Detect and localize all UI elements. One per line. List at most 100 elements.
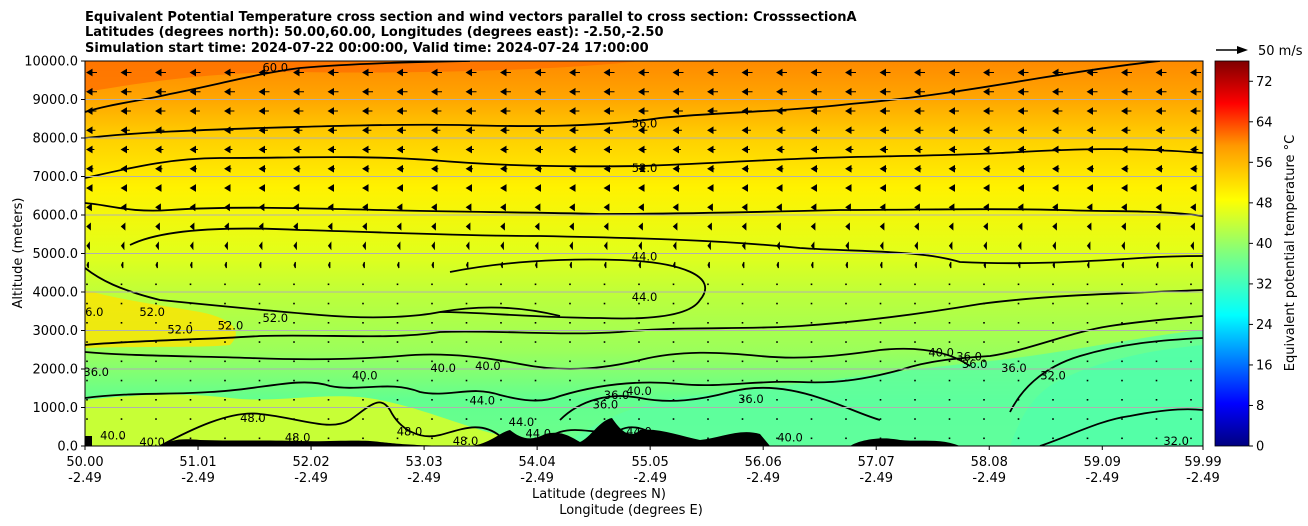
wind-vector	[155, 107, 166, 115]
colorbar-tick-label: 48	[1256, 196, 1273, 211]
wind-vector	[1017, 341, 1020, 343]
wind-vector	[810, 437, 813, 440]
y-tick-label: 6000.0	[33, 209, 79, 224]
wind-vector	[327, 241, 332, 251]
wind-vector	[810, 302, 813, 305]
wind-vector	[845, 68, 856, 77]
wind-vector	[465, 241, 470, 251]
wind-vector	[741, 184, 748, 192]
wind-vector	[879, 203, 886, 212]
wind-vector	[1086, 261, 1090, 269]
wind-vector	[983, 164, 991, 173]
wind-vector	[983, 418, 985, 420]
wind-vector	[948, 203, 955, 212]
wind-vector	[707, 164, 715, 173]
wind-vector	[845, 107, 856, 115]
wind-vector	[120, 379, 123, 382]
wind-vector	[431, 87, 442, 96]
wind-vector	[258, 283, 261, 286]
wind-vector	[293, 184, 300, 192]
wind-vector	[810, 379, 813, 382]
wind-vector	[189, 68, 201, 77]
wind-vector	[120, 203, 127, 212]
wind-vector	[396, 87, 408, 96]
wind-vector	[983, 107, 994, 115]
wind-vector	[1190, 68, 1201, 77]
wind-vector	[1086, 203, 1093, 212]
wind-vector	[810, 126, 820, 135]
wind-vector	[1052, 107, 1063, 115]
wind-vector	[258, 399, 261, 401]
wind-vector	[327, 379, 330, 382]
wind-vector	[189, 418, 192, 420]
wind-vector	[327, 87, 339, 96]
wind-vector	[120, 164, 128, 173]
wind-vector	[948, 437, 951, 440]
wind-vector	[672, 399, 675, 401]
wind-vector	[776, 107, 787, 115]
wind-vector	[1121, 341, 1123, 343]
wind-vector	[1155, 241, 1160, 251]
wind-vector	[638, 418, 640, 420]
wind-vector	[1155, 261, 1159, 269]
wind-vector	[914, 418, 916, 420]
wind-vector	[189, 399, 192, 401]
x-tick-label-lat: 59.09	[1084, 455, 1121, 470]
wind-vector	[707, 322, 709, 324]
wind-vector	[741, 399, 744, 401]
wind-vector	[1017, 222, 1023, 231]
wind-vector	[86, 203, 92, 212]
wind-vector	[845, 87, 856, 96]
contour-44-lower	[439, 258, 707, 320]
wind-vector	[741, 437, 744, 440]
wind-vector	[707, 302, 709, 305]
wind-vector	[534, 360, 537, 363]
wind-vector	[120, 360, 123, 363]
wind-vector	[431, 341, 433, 343]
wind-vector	[86, 145, 95, 154]
wind-vector	[638, 399, 640, 401]
wind-vector	[914, 322, 916, 324]
wind-vector	[293, 203, 299, 212]
wind-vector	[810, 241, 815, 251]
wind-vector	[672, 87, 684, 96]
wind-vector	[1190, 283, 1192, 286]
wind-vector	[465, 203, 472, 212]
wind-vector	[638, 379, 640, 382]
wind-vector	[224, 145, 233, 154]
wind-vector	[396, 261, 400, 269]
wind-vector	[120, 126, 130, 135]
wind-vector	[396, 126, 406, 135]
wind-vector	[155, 261, 158, 269]
wind-vector	[776, 302, 778, 305]
wind-vector	[1190, 360, 1192, 363]
wind-vector	[1086, 322, 1089, 324]
wind-vector	[189, 360, 192, 363]
wind-vector	[983, 360, 985, 363]
wind-vector	[120, 261, 124, 269]
wind-vector	[293, 126, 303, 135]
contour-label: 40.0	[139, 435, 165, 449]
wind-vector	[155, 379, 157, 382]
wind-vector	[534, 145, 543, 154]
wind-vector	[396, 107, 407, 115]
wind-vector	[672, 203, 679, 212]
contour-label: 56.0	[78, 305, 104, 319]
y-tick-label: 2000.0	[33, 363, 79, 378]
wind-vector	[534, 184, 541, 192]
wind-vector	[707, 87, 718, 96]
x-tick-label-lat: 51.01	[179, 455, 216, 470]
wind-vector	[672, 322, 675, 324]
wind-vector	[224, 126, 234, 135]
wind-vector	[431, 203, 437, 212]
wind-vector	[845, 399, 847, 401]
wind-vector	[1017, 68, 1029, 77]
wind-vector	[362, 68, 373, 77]
wind-vector	[500, 241, 504, 251]
wind-vector	[707, 283, 709, 286]
contour-label: 48.0	[240, 411, 266, 425]
wind-vector	[396, 241, 401, 251]
wind-vector	[500, 341, 502, 343]
wind-vector	[879, 302, 882, 305]
contour-40	[85, 289, 1203, 346]
